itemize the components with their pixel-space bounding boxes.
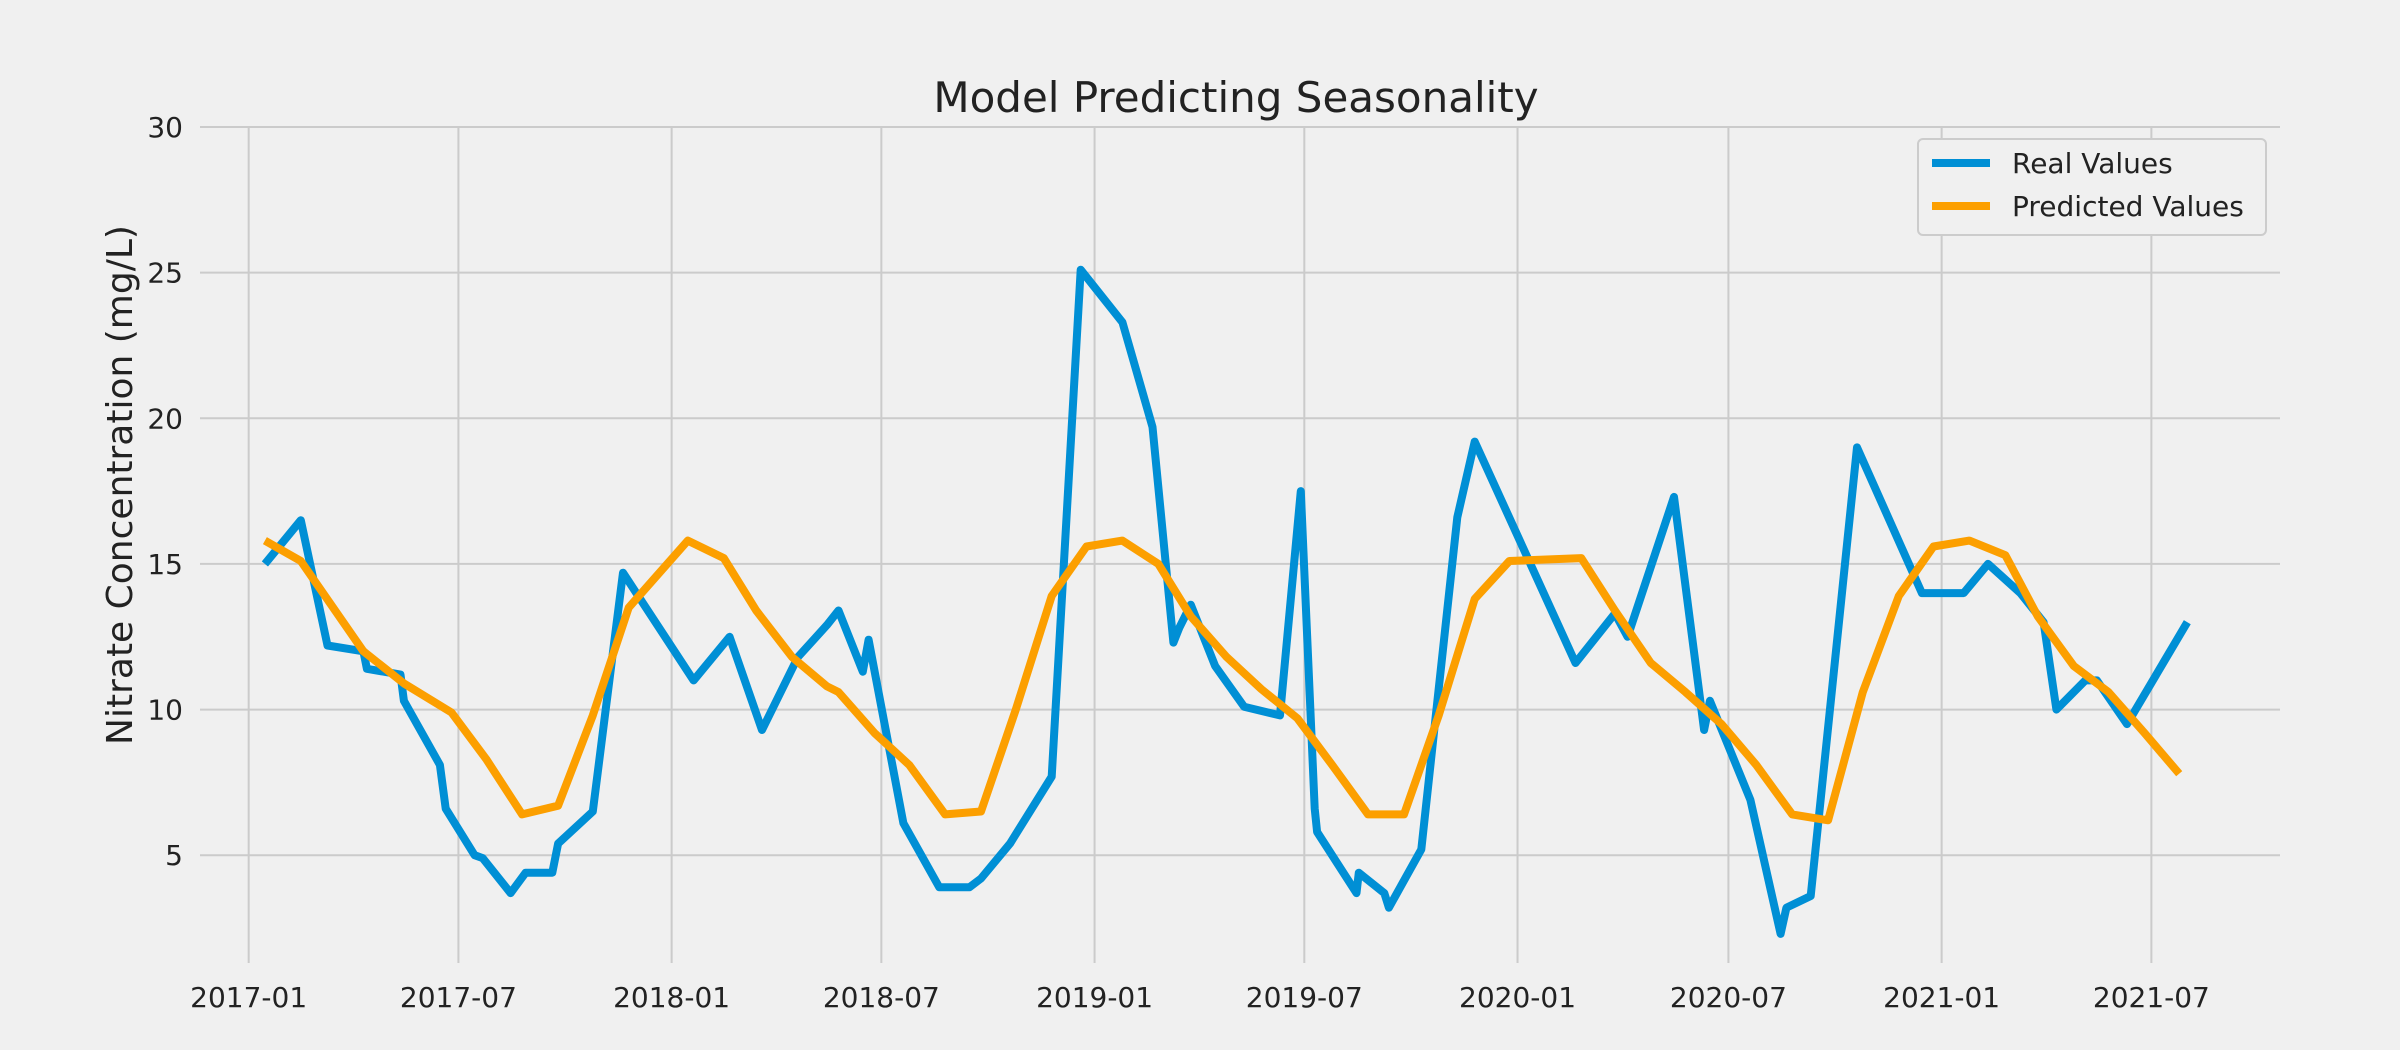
x-tick-label: 2019-07 <box>1246 981 1363 1014</box>
legend-label-real: Real Values <box>2012 147 2173 180</box>
x-tick-label: 2021-07 <box>2093 981 2210 1014</box>
x-tick-label: 2019-01 <box>1036 981 1153 1014</box>
series-layer <box>261 265 2191 938</box>
legend-box <box>1917 138 2267 236</box>
x-tick-labels: 2017-01 2017-07 2018-01 2018-07 2019-01 2019-… <box>190 981 2210 1014</box>
y-tick-label: 5 <box>165 839 183 872</box>
y-gridlines <box>200 126 2280 857</box>
y-tick-label: 25 <box>147 257 183 290</box>
y-axis-label: Nitrate Concentration (mg/L) <box>100 225 141 745</box>
legend: Real Values Predicted Values <box>1917 138 2267 236</box>
y-tick-label: 15 <box>147 548 183 581</box>
y-tick-labels: 5 10 15 20 25 30 <box>147 111 183 872</box>
x-tick-label: 2020-07 <box>1670 981 1787 1014</box>
x-tick-label: 2018-01 <box>613 981 730 1014</box>
x-tick-label: 2020-01 <box>1459 981 1576 1014</box>
y-tick-label: 30 <box>147 111 183 144</box>
real-values-line <box>261 265 2191 938</box>
y-tick-label: 20 <box>147 402 183 435</box>
chart-title: Model Predicting Seasonality <box>933 73 1538 122</box>
legend-label-predicted: Predicted Values <box>2012 190 2244 223</box>
x-tick-label: 2021-01 <box>1883 981 2000 1014</box>
y-tick-label: 10 <box>147 694 183 727</box>
x-tick-label: 2017-01 <box>190 981 307 1014</box>
x-tick-label: 2018-07 <box>823 981 940 1014</box>
predicted-values-line <box>262 536 2183 825</box>
x-tick-label: 2017-07 <box>400 981 517 1014</box>
